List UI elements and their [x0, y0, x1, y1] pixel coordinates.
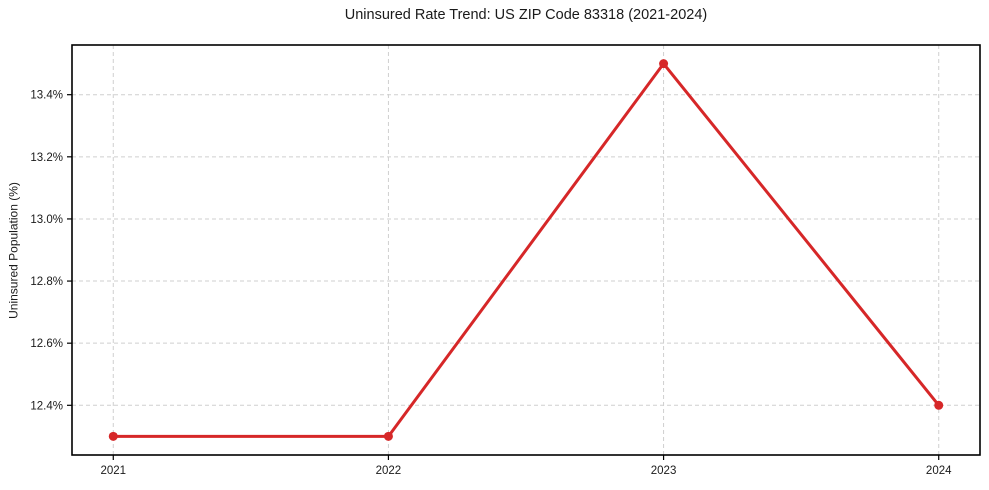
data-line [111, 62, 941, 438]
y-tick-label: 13.4% [30, 90, 63, 102]
y-tick-label: 13.0% [30, 214, 63, 226]
y-axis-label: Uninsured Population (%) [6, 182, 21, 319]
data-point-marker [108, 431, 118, 441]
data-point-marker [934, 400, 944, 410]
data-point-marker [383, 431, 393, 441]
y-tick-label: 12.8% [30, 276, 63, 288]
y-tick-label: 13.2% [30, 152, 63, 164]
chart-title: Uninsured Rate Trend: US ZIP Code 83318 … [344, 7, 708, 23]
axes-frame [71, 44, 981, 456]
x-tick-label: 2024 [926, 465, 952, 477]
x-tick-label: 2023 [651, 465, 677, 477]
y-tick-label: 12.4% [30, 400, 63, 412]
x-tick-label: 2022 [376, 465, 402, 477]
data-point-marker [659, 59, 669, 69]
x-tick-label: 2021 [100, 465, 126, 477]
y-tick-label: 12.6% [30, 338, 63, 350]
